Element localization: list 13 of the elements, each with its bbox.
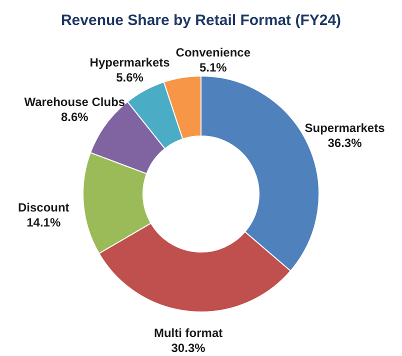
data-label: 36.3% — [328, 136, 362, 150]
data-label: 14.1% — [26, 215, 61, 230]
slice-label: Warehouse Clubs — [24, 95, 126, 110]
data-label: 30.3% — [171, 341, 206, 356]
slice-label: Multi format — [154, 326, 223, 340]
chart-title: Revenue Share by Retail Format (FY24) — [60, 12, 342, 29]
slice-label: Supermarkets — [304, 121, 386, 136]
slice-label: Convenience — [176, 46, 251, 60]
data-label: 5.1% — [199, 60, 228, 75]
data-label: 5.6% — [116, 70, 144, 85]
data-label: 8.6% — [60, 110, 89, 124]
slice-label: Discount — [18, 200, 70, 214]
slice-label: Hypermarkets — [90, 56, 170, 70]
